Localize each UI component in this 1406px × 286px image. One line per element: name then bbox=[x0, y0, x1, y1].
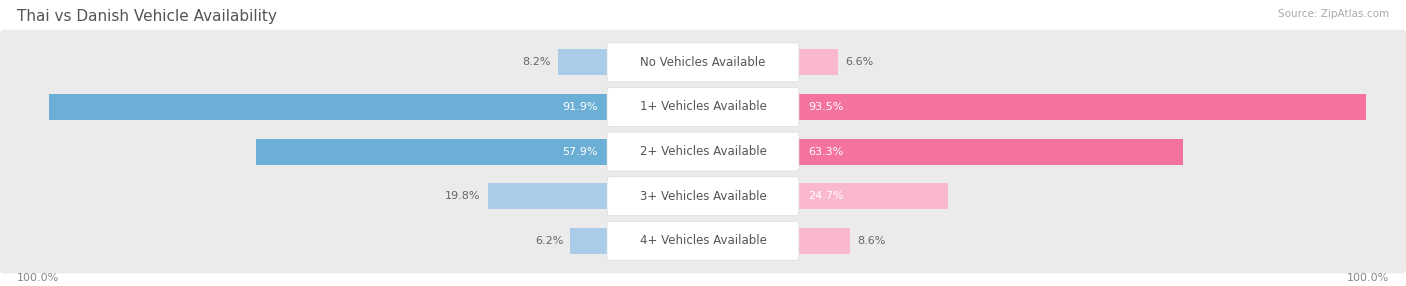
Text: 19.8%: 19.8% bbox=[446, 191, 481, 201]
Bar bbox=[799, 228, 851, 254]
Bar bbox=[799, 183, 948, 209]
Text: No Vehicles Available: No Vehicles Available bbox=[640, 56, 766, 69]
Text: 1+ Vehicles Available: 1+ Vehicles Available bbox=[640, 100, 766, 114]
Bar bbox=[799, 94, 1367, 120]
Text: 8.2%: 8.2% bbox=[523, 57, 551, 67]
Text: 93.5%: 93.5% bbox=[808, 102, 844, 112]
FancyBboxPatch shape bbox=[607, 132, 799, 171]
FancyBboxPatch shape bbox=[0, 119, 1406, 184]
Bar bbox=[571, 228, 609, 254]
Text: 6.6%: 6.6% bbox=[845, 57, 873, 67]
Text: 2+ Vehicles Available: 2+ Vehicles Available bbox=[640, 145, 766, 158]
Bar bbox=[488, 183, 609, 209]
FancyBboxPatch shape bbox=[607, 177, 799, 216]
Bar bbox=[558, 49, 609, 75]
Bar bbox=[799, 228, 851, 254]
Bar bbox=[49, 94, 609, 120]
Bar bbox=[799, 183, 948, 209]
Bar bbox=[571, 228, 609, 254]
Text: Thai vs Danish Vehicle Availability: Thai vs Danish Vehicle Availability bbox=[17, 9, 277, 23]
Text: 6.2%: 6.2% bbox=[536, 236, 564, 246]
FancyBboxPatch shape bbox=[607, 88, 799, 126]
Bar bbox=[799, 139, 1182, 164]
FancyBboxPatch shape bbox=[0, 208, 1406, 273]
Bar bbox=[256, 139, 609, 164]
Text: Source: ZipAtlas.com: Source: ZipAtlas.com bbox=[1278, 9, 1389, 19]
Bar bbox=[799, 94, 1367, 120]
FancyBboxPatch shape bbox=[607, 43, 799, 82]
Bar bbox=[799, 139, 1182, 164]
Bar bbox=[488, 183, 609, 209]
Bar bbox=[49, 94, 609, 120]
Bar bbox=[256, 139, 609, 164]
Bar bbox=[799, 49, 838, 75]
Text: 63.3%: 63.3% bbox=[808, 147, 844, 156]
Bar bbox=[799, 49, 838, 75]
Text: 91.9%: 91.9% bbox=[562, 102, 598, 112]
Text: 8.6%: 8.6% bbox=[858, 236, 886, 246]
Text: 57.9%: 57.9% bbox=[562, 147, 598, 156]
Text: 4+ Vehicles Available: 4+ Vehicles Available bbox=[640, 234, 766, 247]
FancyBboxPatch shape bbox=[0, 30, 1406, 95]
Text: 24.7%: 24.7% bbox=[808, 191, 844, 201]
FancyBboxPatch shape bbox=[607, 221, 799, 260]
FancyBboxPatch shape bbox=[0, 74, 1406, 140]
Text: 3+ Vehicles Available: 3+ Vehicles Available bbox=[640, 190, 766, 203]
FancyBboxPatch shape bbox=[0, 164, 1406, 229]
Text: 100.0%: 100.0% bbox=[17, 273, 59, 283]
Bar bbox=[558, 49, 609, 75]
Text: 100.0%: 100.0% bbox=[1347, 273, 1389, 283]
